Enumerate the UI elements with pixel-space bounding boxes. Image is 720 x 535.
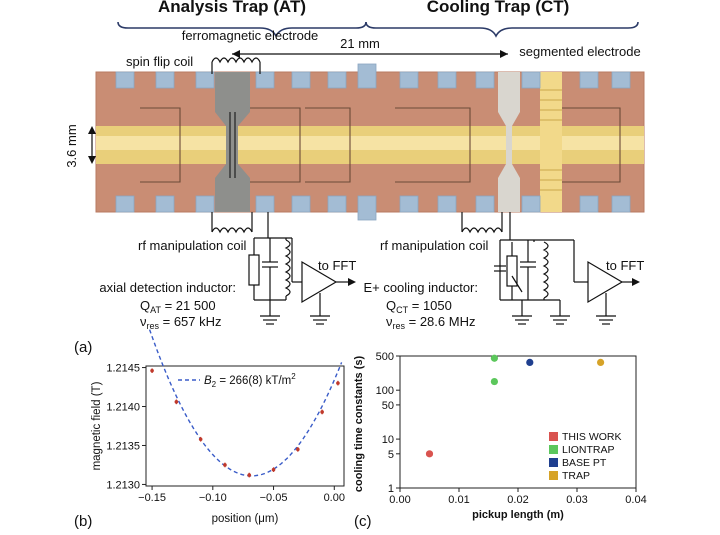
panel-c-label: (c) xyxy=(354,513,372,530)
chart-b-frame xyxy=(145,365,345,487)
chart-b-point xyxy=(247,473,252,477)
cooling-q-line: QCT = 1050 xyxy=(386,298,452,315)
chart-b-point xyxy=(174,400,179,404)
ferromagnetic-label: ferromagnetic electrode xyxy=(182,28,319,43)
chart-b-point xyxy=(150,368,154,373)
chart-c-legend-swatch xyxy=(549,445,558,454)
rf-coil-left-label: rf manipulation coil xyxy=(138,238,246,253)
chart-b-ytick-label: 1.2130 xyxy=(106,479,140,491)
chart-c-xtick-label: 0.03 xyxy=(566,494,587,506)
chart-c: 0.00 0.01 0.02 0.03 0.04 1 5 10 50 100 500 THIS WO… xyxy=(353,351,647,530)
chart-b-point xyxy=(223,463,227,467)
chart-c-ytick-label: 5 xyxy=(388,449,394,461)
chart-c-xtick-label: 0.04 xyxy=(625,494,646,506)
chart-c-xtick-label: 0.01 xyxy=(448,494,469,506)
ct-header: Cooling Trap (CT) xyxy=(427,0,570,16)
rf-coil-right xyxy=(461,227,503,234)
chart-b-ticks: −0.15 −0.10 −0.05 0.00 1.2130 1.2135 1.2140 1.2… xyxy=(106,363,345,504)
distance-label: 21 mm xyxy=(340,36,380,51)
distance-arrow-left-head xyxy=(232,50,240,58)
chart-c-legend-swatch xyxy=(549,432,558,441)
axial-detection-circuit xyxy=(248,212,356,325)
panel-b-label: (b) xyxy=(74,513,92,530)
chart-b-xtick-label: −0.05 xyxy=(260,492,288,504)
ct-brace xyxy=(365,21,639,38)
fft-right-label: to FFT xyxy=(606,258,644,273)
chart-b-ytick-label: 1.2140 xyxy=(106,402,140,414)
cooling-nu-line: νres = 28.6 MHz xyxy=(386,314,475,331)
rf-coil-left xyxy=(211,227,253,234)
chart-b-xlabel: position (μm) xyxy=(212,513,279,525)
chart-c-legend-label: LIONTRAP xyxy=(562,444,615,456)
chart-c-point xyxy=(490,354,498,362)
chart-c-ytick-label: 500 xyxy=(376,351,394,363)
chart-b-point xyxy=(320,410,324,414)
distance-arrow-right-head xyxy=(500,50,508,58)
connector-pads xyxy=(115,63,631,221)
chart-c-point xyxy=(490,377,498,386)
diameter-label: 3.6 mm xyxy=(64,124,79,167)
chart-c-point xyxy=(526,358,534,366)
chart-b-points xyxy=(150,368,340,478)
chart-b: −0.15 −0.10 −0.05 0.00 1.2130 1.2135 1.2140 1.2… xyxy=(74,329,345,530)
chart-c-xtick-label: 0.02 xyxy=(507,494,528,506)
chart-c-ytick-label: 10 xyxy=(382,434,394,446)
segmented-electrode xyxy=(540,72,562,212)
chart-c-legend-label: TRAP xyxy=(562,470,590,482)
fft-left-label: to FFT xyxy=(318,258,356,273)
rf-coil-right-label: rf manipulation coil xyxy=(380,238,488,253)
chart-c-legend-swatch xyxy=(549,471,558,480)
ct-central-electrode xyxy=(498,72,520,212)
chart-b-xtick-label: −0.10 xyxy=(199,492,227,504)
chart-b-point xyxy=(336,381,340,385)
segmented-label: segmented electrode xyxy=(519,44,640,59)
chart-b-xtick-label: 0.00 xyxy=(324,492,345,504)
spin-flip-label: spin flip coil xyxy=(126,54,193,69)
ferromagnetic-electrode xyxy=(215,72,250,212)
chart-c-point xyxy=(425,450,434,458)
chart-c-ytick-label: 1 xyxy=(388,483,394,495)
axial-inductor-title: axial detection inductor: xyxy=(99,280,236,295)
chart-b-xtick-label: −0.15 xyxy=(138,492,166,504)
at-brace xyxy=(117,21,367,38)
chart-b-fit-curve xyxy=(148,329,343,477)
axial-q-line: QAT = 21 500 xyxy=(140,298,216,315)
chart-c-legend-label: BASE PT xyxy=(562,457,607,469)
at-header: Analysis Trap (AT) xyxy=(158,0,306,16)
chart-b-point xyxy=(198,437,203,442)
chart-c-legend-swatch xyxy=(549,458,558,467)
chart-c-ylabel: cooling time constants (s) xyxy=(353,356,365,493)
spin-flip-coil xyxy=(211,57,261,64)
chart-c-ticks: 0.00 0.01 0.02 0.03 0.04 1 5 10 50 100 500 xyxy=(376,351,647,506)
chart-c-point xyxy=(597,358,605,366)
chart-b-ylabel: magnetic field (T) xyxy=(91,381,103,470)
axial-nu-line: νres = 657 kHz xyxy=(140,314,222,331)
chart-c-xtick-label: 0.00 xyxy=(389,494,410,506)
chart-c-xlabel: pickup length (m) xyxy=(472,509,564,521)
chart-b-ytick-label: 1.2135 xyxy=(106,440,140,452)
chart-b-ytick-label: 1.2145 xyxy=(106,363,140,375)
panel-a-label: (a) xyxy=(74,339,92,356)
chart-b-point xyxy=(271,467,276,472)
chart-c-points xyxy=(425,354,605,458)
cooling-inductor-title: E+ cooling inductor: xyxy=(363,280,478,295)
chart-c-ytick-label: 50 xyxy=(382,400,394,412)
chart-c-legend-label: THIS WORK xyxy=(562,431,622,443)
chart-c-ytick-label: 100 xyxy=(376,385,394,397)
chart-b-point xyxy=(296,447,300,452)
cooling-circuit xyxy=(494,212,640,325)
chart-b-legend: B2 = 266(8) kT/m2 xyxy=(204,372,296,389)
panel-a-schematic: Analysis Trap (AT) Cooling Trap (CT) fer… xyxy=(64,0,645,356)
